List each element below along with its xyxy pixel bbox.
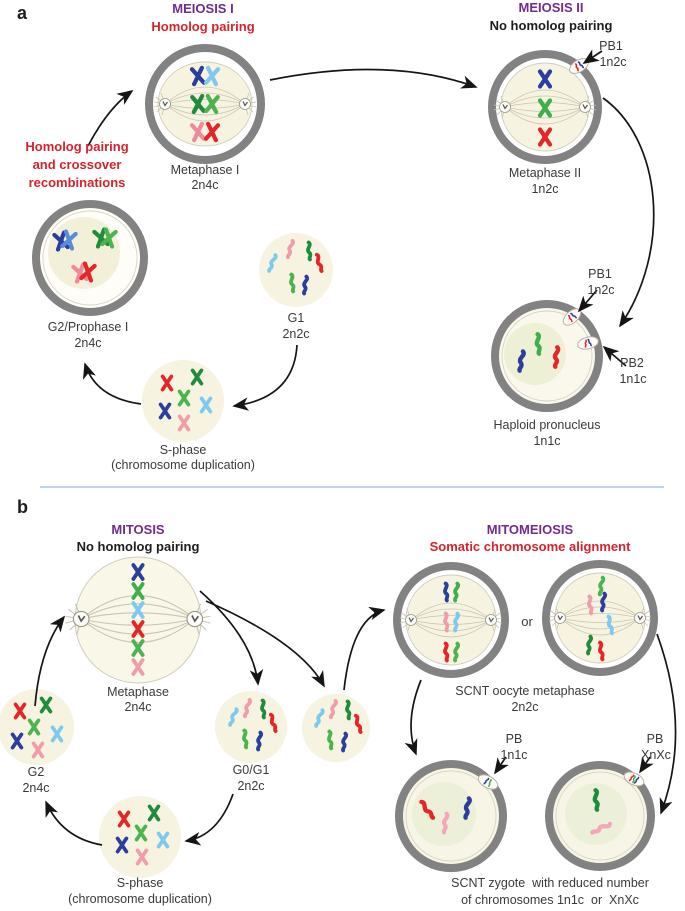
mitomeiosis-subtitle: Somatic chromosome alignment [429, 539, 631, 554]
or-label: or [521, 614, 533, 629]
meiosis-i-subtitle: Homolog pairing [151, 19, 255, 34]
pb1-label: PB1 [588, 267, 612, 281]
arrow-pb-right-label [639, 756, 654, 774]
donor-cell [302, 694, 370, 762]
crossover-note-line3: recombinations [28, 175, 126, 190]
arrow-g2p-to-m1 [87, 90, 134, 147]
pb2-ploidy: 1n1c [619, 372, 647, 386]
mitosis-subtitle: No homolog pairing [76, 539, 200, 554]
metaphase-ii-cell [488, 50, 602, 164]
arrow-metaphase-to-g0g1 [199, 590, 264, 686]
g1-label: G1 [287, 311, 305, 325]
metaphase-b-ploidy: 2n4c [124, 700, 152, 714]
scnt-oocyte-ploidy: 2n2c [511, 700, 539, 714]
metaphase-i-ploidy: 2n4c [191, 178, 219, 192]
s-phase-cell-a [142, 360, 224, 442]
pb1-m2-label: PB1 [599, 39, 623, 53]
metaphase-b-label: Metaphase [107, 685, 169, 699]
scnt-oocyte-aligned-cell [393, 562, 509, 678]
scnt-zygote-line1: SCNT zygote with reduced number [451, 876, 649, 890]
arrow-oocyte-to-zygote-left [404, 679, 422, 756]
pb1-ploidy: 1n2c [587, 283, 615, 297]
s-phase-cell-b [99, 796, 181, 878]
arrow-m1-to-m2 [269, 68, 478, 89]
meiosis-ii-subtitle: No homolog pairing [489, 18, 613, 33]
arrow-oocyte-to-zygote-right [656, 633, 677, 815]
metaphase-i-label: Metaphase I [170, 163, 240, 177]
pb2-label: PB2 [620, 356, 644, 370]
g2-b-label: G2 [27, 765, 45, 779]
scnt-oocyte-scattered-cell [542, 560, 658, 676]
mitosis-title: MITOSIS [111, 522, 165, 537]
haploid-pronucleus-ploidy: 1n1c [533, 434, 561, 448]
metaphase-ii-label: Metaphase II [508, 166, 582, 180]
metaphase-ii-ploidy: 1n2c [531, 182, 559, 196]
arrow-s-to-g2-b [45, 800, 103, 846]
haploid-pronucleus-label: Haploid pronucleus [493, 418, 601, 432]
arrow-g1-to-s [232, 344, 298, 411]
pb-left-ploidy: 1n1c [500, 748, 528, 762]
crossover-note-line1: Homolog pairing [25, 139, 129, 154]
mitosis-metaphase-cell [64, 556, 212, 684]
arrow-pb-left-label [494, 756, 509, 775]
g2-prophase-i-cell [32, 200, 148, 316]
pb-left-label: PB [505, 732, 523, 746]
meiosis-ii-title: MEIOSIS II [518, 0, 584, 15]
s-phase-b-note: (chromosome duplication) [68, 892, 212, 906]
haploid-pronucleus-cell [491, 300, 603, 412]
scnt-zygote-line2: of chromosomes 1n1c or XnXc [461, 893, 639, 907]
arrow-g2-to-mitosis [34, 615, 66, 707]
g1-ploidy: 2n2c [282, 327, 310, 341]
scnt-zygote-right-cell [545, 761, 655, 871]
arrow-pb2-label [602, 345, 627, 367]
s-phase-b-label: S-phase [116, 876, 164, 890]
arrow-pb1-m2-label [582, 49, 603, 64]
g2-prophase-i-label: G2/Prophase I [47, 320, 129, 334]
meiosis-i-title: MEIOSIS I [172, 1, 234, 16]
panel-a-letter: a [17, 3, 28, 23]
arrow-g0g1-to-s [184, 793, 234, 846]
g0-g1-cell [215, 691, 287, 763]
arrow-metaphase-to-donor [205, 600, 325, 688]
panel-b-arrows [34, 590, 677, 846]
s-phase-a-note: (chromosome duplication) [111, 458, 255, 472]
arrow-m2-to-pronucleus [602, 97, 655, 328]
scnt-oocyte-label: SCNT oocyte metaphase [455, 684, 595, 698]
s-phase-a-label: S-phase [159, 443, 207, 457]
arrow-s-to-g2p [82, 362, 142, 405]
g1-cell [259, 233, 333, 307]
metaphase-i-cell [145, 44, 265, 164]
panel-b-letter: b [17, 497, 28, 517]
panel-a-arrows [82, 49, 655, 411]
crossover-note-line2: and crossover [32, 157, 122, 172]
g0-g1-label: G0/G1 [232, 763, 270, 777]
g2-b-ploidy: 2n4c [22, 781, 50, 795]
pb-right-ploidy: XnXc [641, 748, 671, 762]
scnt-zygote-left-cell [395, 760, 507, 872]
pb1-m2-ploidy: 1n2c [599, 55, 627, 69]
g2-cell-b [0, 689, 74, 765]
mitomeiosis-title: MITOMEIOSIS [486, 522, 574, 537]
g2-prophase-i-ploidy: 2n4c [74, 336, 102, 350]
arrow-pb1-label [577, 289, 598, 313]
pb-right-label: PB [646, 732, 664, 746]
g0-g1-ploidy: 2n2c [237, 779, 265, 793]
arrow-donor-to-oocyte [343, 606, 386, 691]
